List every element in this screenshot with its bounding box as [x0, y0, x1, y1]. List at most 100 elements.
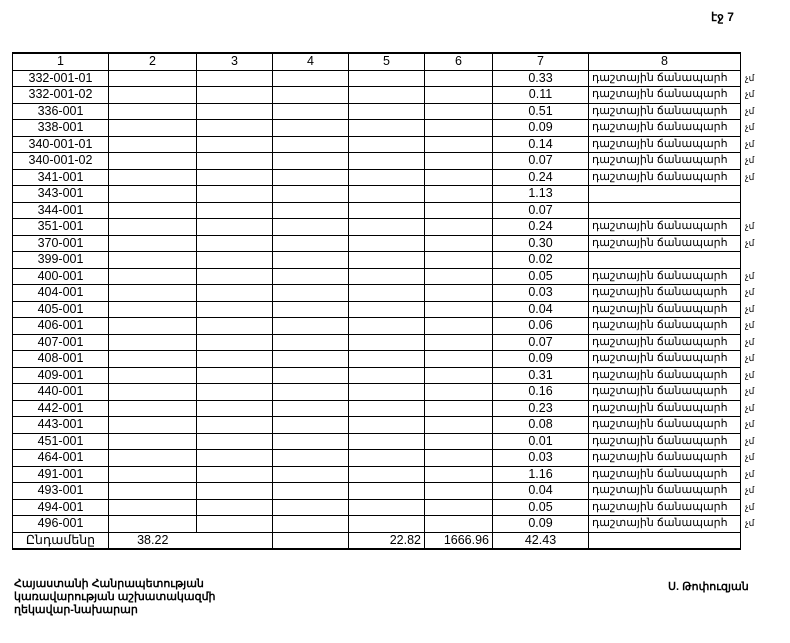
unit-note: չմ: [745, 320, 755, 330]
cell-col-3: [196, 333, 273, 351]
parcel-code: 406-001: [12, 317, 109, 335]
cell-col-6: [424, 482, 493, 500]
table-row: 409-001 0.31 դաշտային ճանապարհ չմ: [12, 366, 754, 384]
cell-col-5: [348, 300, 425, 318]
unit-note: չմ: [745, 221, 755, 231]
cell-col-6: [424, 300, 493, 318]
cell-col-2: [108, 185, 197, 203]
cell-col-4: [272, 185, 349, 203]
parcel-code: 464-001: [12, 449, 109, 467]
cell-col-5: [348, 119, 425, 137]
area-value: 0.14: [492, 135, 589, 153]
parcel-code: 341-001: [12, 168, 109, 186]
cell-col-3: [196, 366, 273, 384]
area-value: 0.23: [492, 399, 589, 417]
area-value: 0.04: [492, 300, 589, 318]
purpose-cell: դաշտային ճանապարհ չմ: [588, 366, 754, 384]
position-line: կառավարության աշխատակազմի: [14, 591, 216, 603]
area-value: 0.24: [492, 218, 589, 236]
cell-col-4: [272, 234, 349, 252]
cell-col-2: [108, 465, 197, 483]
table-row: 340-001-01 0.14 դաշտային ճանապարհ չմ: [12, 135, 754, 153]
cell-col-4: [272, 482, 349, 500]
unit-note: չմ: [745, 402, 755, 413]
cell-col-5: [348, 366, 425, 384]
cell-col-6: [424, 251, 493, 269]
table-row: 351-001 0.24 դաշտային ճանապարհ չմ: [12, 218, 754, 236]
cell-col-3: [196, 515, 273, 533]
cell-col-3: [196, 102, 273, 120]
cell-col-4: [272, 416, 349, 434]
parcel-code: 400-001: [12, 267, 109, 285]
unit-note: չմ: [745, 122, 755, 132]
purpose-text: դաշտային ճանապարհ: [592, 335, 728, 348]
area-value: 0.07: [492, 201, 589, 219]
purpose-text: դաշտային ճանապարհ: [592, 88, 728, 101]
table-row: 494-001 0.05 դաշտային ճանապարհ չմ: [12, 498, 754, 516]
table-row: 491-001 1.16 դաշտային ճանապարհ չմ: [12, 465, 754, 483]
parcel-code: 336-001: [12, 102, 109, 120]
table-row: 440-001 0.16 դաշտային ճանապարհ չմ: [12, 383, 754, 401]
purpose-cell: դաշտային ճանապարհ չմ: [588, 86, 754, 104]
area-value: 0.08: [492, 416, 589, 434]
table-row: 405-001 0.04 դաշտային ճանապարհ չմ: [12, 300, 754, 318]
cell-col-5: [348, 218, 425, 236]
table-row: 496-001 0.09 դաշտային ճանապարհ չմ: [12, 515, 754, 533]
area-value: 0.16: [492, 383, 589, 401]
total-col-2: 38.22: [108, 531, 197, 550]
purpose-text: դաշտային ճանապարհ: [592, 137, 728, 150]
cell-col-5: [348, 69, 425, 87]
cell-col-2: [108, 399, 197, 417]
cell-col-5: [348, 449, 425, 467]
unit-note: չմ: [745, 369, 755, 380]
cell-col-4: [272, 383, 349, 401]
cell-col-5: [348, 201, 425, 219]
cell-col-3: [196, 498, 273, 516]
column-header-5: 5: [348, 52, 425, 71]
purpose-cell: [588, 251, 741, 269]
cell-col-4: [272, 465, 349, 483]
total-col-4: [272, 531, 349, 550]
cell-col-2: [108, 69, 197, 87]
area-value: 0.03: [492, 284, 589, 302]
position-line: Հայաստանի Հանրապետության: [14, 578, 204, 590]
cell-col-4: [272, 152, 349, 170]
parcel-code: 442-001: [12, 399, 109, 417]
purpose-cell: դաշտային ճանապարհ չմ: [588, 465, 754, 483]
purpose-text: դաշտային ճանապարհ: [592, 401, 728, 414]
cell-col-6: [424, 69, 493, 87]
table-row: 399-001 0.02: [12, 251, 741, 269]
area-value: 1.16: [492, 465, 589, 483]
cell-col-2: [108, 300, 197, 318]
parcel-code: 451-001: [12, 432, 109, 450]
purpose-cell: [588, 201, 741, 219]
cell-col-3: [196, 218, 273, 236]
cell-col-3: [196, 317, 273, 335]
cell-col-3: [196, 416, 273, 434]
cell-col-5: [348, 152, 425, 170]
cell-col-3: [196, 267, 273, 285]
purpose-text: դաշտային ճանապարհ: [592, 236, 728, 249]
area-value: 0.09: [492, 119, 589, 137]
cell-col-5: [348, 185, 425, 203]
area-value: 0.30: [492, 234, 589, 252]
purpose-text: դաշտային ճանապարհ: [592, 418, 728, 431]
cell-col-2: [108, 383, 197, 401]
unit-note: չմ: [745, 138, 755, 149]
table-row: 341-001 0.24 դաշտային ճանապարհ չմ: [12, 168, 754, 186]
parcel-code: 408-001: [12, 350, 109, 368]
column-header-6: 6: [424, 52, 493, 71]
cell-col-2: [108, 333, 197, 351]
cell-col-2: [108, 416, 197, 434]
unit-note: չմ: [745, 485, 755, 495]
total-label: Ընդամենը: [12, 531, 109, 550]
cell-col-4: [272, 119, 349, 137]
cell-col-6: [424, 465, 493, 483]
purpose-text: դաշտային ճանապարհ: [592, 484, 728, 497]
cell-col-2: [108, 284, 197, 302]
purpose-text: դաշտային ճանապարհ: [592, 170, 728, 183]
cell-col-2: [108, 102, 197, 120]
table-row: 443-001 0.08 դաշտային ճանապարհ չմ: [12, 416, 754, 434]
cell-col-6: [424, 168, 493, 186]
cell-col-3: [196, 383, 273, 401]
